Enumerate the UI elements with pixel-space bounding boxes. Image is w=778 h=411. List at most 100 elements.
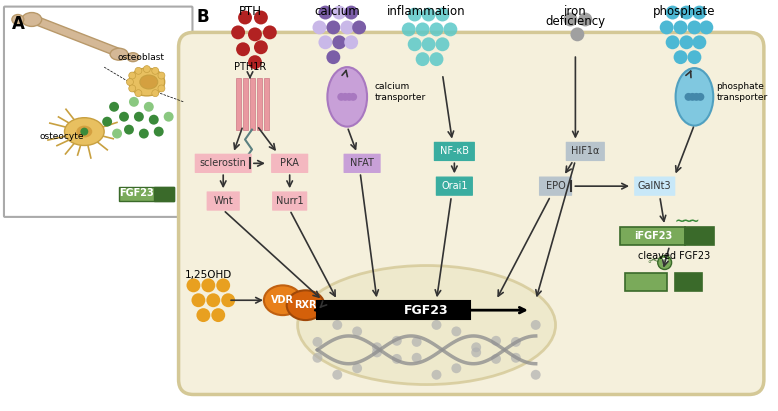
- Bar: [236, 78, 241, 129]
- Polygon shape: [30, 16, 124, 57]
- Text: cleaved FGF23: cleaved FGF23: [639, 251, 711, 261]
- Ellipse shape: [110, 48, 128, 60]
- Ellipse shape: [135, 90, 142, 97]
- Circle shape: [352, 21, 366, 35]
- Circle shape: [144, 102, 154, 112]
- Circle shape: [313, 353, 322, 363]
- Circle shape: [570, 28, 584, 42]
- Text: HIF1α: HIF1α: [571, 146, 600, 157]
- Circle shape: [412, 353, 422, 363]
- Circle shape: [401, 23, 415, 36]
- Text: osteocyte: osteocyte: [39, 132, 84, 141]
- Circle shape: [657, 256, 671, 270]
- Circle shape: [196, 308, 210, 322]
- Circle shape: [689, 93, 696, 101]
- FancyBboxPatch shape: [207, 192, 239, 210]
- Text: ~: ~: [682, 215, 692, 229]
- Ellipse shape: [135, 67, 142, 74]
- Circle shape: [666, 35, 679, 49]
- Text: RXR: RXR: [294, 300, 317, 310]
- Ellipse shape: [65, 118, 104, 145]
- Circle shape: [332, 6, 346, 19]
- Circle shape: [688, 50, 702, 64]
- Ellipse shape: [128, 72, 135, 79]
- Circle shape: [187, 278, 201, 292]
- Bar: [243, 78, 248, 129]
- Text: PTH: PTH: [239, 5, 261, 18]
- Text: phosphate: phosphate: [654, 5, 716, 18]
- Circle shape: [471, 342, 481, 352]
- Circle shape: [129, 97, 139, 107]
- Text: PKA: PKA: [280, 158, 299, 169]
- Circle shape: [338, 93, 345, 101]
- Circle shape: [688, 21, 702, 35]
- Circle shape: [349, 93, 357, 101]
- Circle shape: [352, 363, 362, 373]
- Bar: [119, 187, 173, 201]
- Circle shape: [109, 102, 119, 112]
- Circle shape: [685, 93, 692, 101]
- Circle shape: [392, 354, 401, 364]
- FancyBboxPatch shape: [272, 155, 307, 172]
- Ellipse shape: [127, 53, 139, 62]
- Ellipse shape: [22, 13, 42, 26]
- Circle shape: [432, 320, 441, 330]
- FancyBboxPatch shape: [434, 143, 475, 160]
- FancyBboxPatch shape: [273, 192, 307, 210]
- Circle shape: [313, 21, 327, 35]
- Circle shape: [352, 326, 362, 336]
- Text: P: P: [661, 258, 668, 267]
- Text: Wnt: Wnt: [213, 196, 233, 206]
- Bar: [685, 227, 714, 245]
- Circle shape: [666, 6, 679, 19]
- Circle shape: [212, 308, 225, 322]
- FancyBboxPatch shape: [4, 7, 192, 217]
- Circle shape: [119, 112, 129, 122]
- Text: phosphate
transporter: phosphate transporter: [717, 82, 768, 102]
- Ellipse shape: [143, 66, 150, 73]
- FancyBboxPatch shape: [436, 177, 472, 195]
- Circle shape: [248, 28, 262, 42]
- Text: iron: iron: [564, 5, 587, 18]
- Ellipse shape: [129, 68, 165, 96]
- Circle shape: [563, 13, 577, 26]
- Circle shape: [692, 35, 706, 49]
- Circle shape: [191, 293, 205, 307]
- FancyBboxPatch shape: [179, 32, 764, 395]
- Circle shape: [313, 337, 322, 347]
- Circle shape: [231, 25, 245, 39]
- Circle shape: [451, 363, 461, 373]
- Bar: [625, 273, 667, 291]
- Ellipse shape: [128, 85, 135, 92]
- Circle shape: [692, 6, 706, 19]
- Circle shape: [415, 23, 429, 36]
- Text: 1,25OHD: 1,25OHD: [184, 270, 232, 280]
- Circle shape: [344, 35, 358, 49]
- Circle shape: [674, 50, 688, 64]
- Circle shape: [372, 347, 382, 357]
- Circle shape: [139, 129, 149, 139]
- Circle shape: [429, 52, 443, 66]
- Circle shape: [263, 25, 277, 39]
- Text: deficiency: deficiency: [545, 14, 605, 28]
- Circle shape: [134, 112, 144, 122]
- Text: GalNt3: GalNt3: [638, 181, 671, 191]
- Circle shape: [206, 293, 220, 307]
- Bar: [675, 273, 703, 291]
- Ellipse shape: [287, 290, 324, 320]
- Ellipse shape: [76, 126, 93, 138]
- Ellipse shape: [127, 79, 134, 85]
- Circle shape: [163, 112, 173, 122]
- Text: ~: ~: [675, 215, 685, 229]
- Ellipse shape: [152, 90, 159, 97]
- Circle shape: [422, 7, 436, 21]
- Circle shape: [491, 354, 501, 364]
- Circle shape: [332, 320, 342, 330]
- Circle shape: [412, 337, 422, 347]
- FancyBboxPatch shape: [540, 177, 571, 195]
- Circle shape: [149, 115, 159, 125]
- Circle shape: [511, 353, 520, 363]
- Circle shape: [221, 293, 235, 307]
- Circle shape: [443, 23, 457, 36]
- Circle shape: [254, 40, 268, 54]
